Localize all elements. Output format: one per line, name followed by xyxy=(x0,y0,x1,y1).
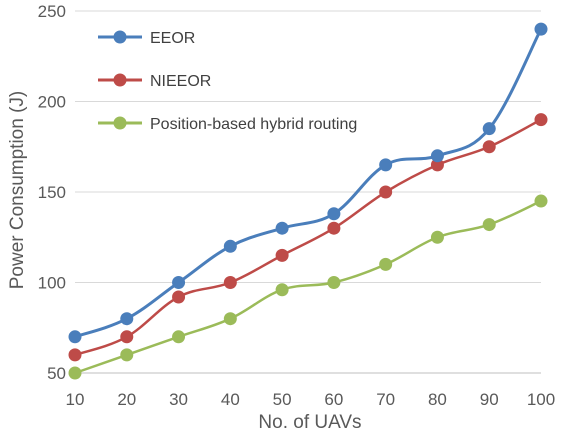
data-point-nieeor xyxy=(68,348,82,362)
legend-swatch-marker xyxy=(113,73,127,87)
series-line-nieeor xyxy=(73,118,543,357)
legend-swatch-marker xyxy=(113,116,127,130)
series-line-position-based-hybrid-routing xyxy=(73,199,543,375)
data-point-position-based-hybrid-routing xyxy=(482,218,496,232)
data-point-nieeor xyxy=(223,276,237,289)
x-tick-label: 80 xyxy=(428,390,447,409)
series-line-eeor xyxy=(73,27,543,339)
data-point-eeor xyxy=(68,330,82,344)
y-axis-title: Power Consumption (J) xyxy=(7,91,28,290)
legend-swatch-marker xyxy=(113,30,127,44)
legend: EEOR NIEEOR Position-based hybrid routing xyxy=(98,30,357,133)
x-tick-label: 50 xyxy=(273,390,292,409)
data-point-nieeor xyxy=(275,248,289,262)
x-tick-labels: 10 20 30 40 50 60 70 80 90 100 xyxy=(66,390,556,409)
legend-label: EEOR xyxy=(150,30,195,47)
data-point-eeor xyxy=(172,276,186,289)
x-tick-label: 30 xyxy=(169,390,188,409)
data-point-eeor xyxy=(223,239,237,253)
data-point-nieeor xyxy=(534,113,548,127)
data-point-eeor xyxy=(379,158,393,172)
x-tick-label: 100 xyxy=(527,390,555,409)
y-tick-labels: 50 100 150 200 250 xyxy=(38,2,66,383)
y-tick-label: 200 xyxy=(38,93,66,112)
x-tick-label: 10 xyxy=(66,390,85,409)
data-point-nieeor xyxy=(327,221,341,235)
data-point-eeor xyxy=(534,22,548,36)
data-point-position-based-hybrid-routing xyxy=(120,348,134,362)
gridlines xyxy=(75,10,541,374)
legend-item-position-based-hybrid-routing: Position-based hybrid routing xyxy=(98,116,357,133)
x-tick-label: 20 xyxy=(117,390,136,409)
legend-item-eeor: EEOR xyxy=(98,30,195,47)
data-point-eeor xyxy=(327,207,341,221)
data-point-position-based-hybrid-routing xyxy=(68,366,82,380)
x-axis-title: No. of UAVs xyxy=(258,412,361,433)
data-point-position-based-hybrid-routing xyxy=(379,257,393,271)
data-point-nieeor xyxy=(172,290,186,304)
y-tick-label: 50 xyxy=(47,364,66,383)
legend-label: Position-based hybrid routing xyxy=(150,116,357,133)
data-point-position-based-hybrid-routing xyxy=(172,330,186,344)
x-tick-label: 40 xyxy=(221,390,240,409)
legend-item-nieeor: NIEEOR xyxy=(98,73,211,90)
y-tick-label: 250 xyxy=(38,2,66,21)
y-tick-label: 150 xyxy=(38,183,66,202)
series-nieeor xyxy=(68,113,548,362)
data-point-position-based-hybrid-routing xyxy=(534,194,548,208)
data-point-nieeor xyxy=(379,185,393,199)
data-point-eeor xyxy=(430,149,444,163)
legend-label: NIEEOR xyxy=(150,73,211,90)
data-point-nieeor xyxy=(120,330,134,344)
data-point-position-based-hybrid-routing xyxy=(430,230,444,244)
data-point-position-based-hybrid-routing xyxy=(275,283,289,297)
x-tick-label: 90 xyxy=(480,390,499,409)
data-point-position-based-hybrid-routing xyxy=(327,276,341,289)
y-tick-label: 100 xyxy=(38,274,66,293)
data-point-nieeor xyxy=(430,158,444,172)
data-point-eeor xyxy=(120,312,134,326)
data-point-position-based-hybrid-routing xyxy=(223,312,237,326)
data-point-eeor xyxy=(482,122,496,136)
data-point-eeor xyxy=(275,221,289,235)
series-position-based-hybrid-routing xyxy=(68,194,548,380)
series-lines xyxy=(68,22,548,380)
series-eeor xyxy=(68,22,548,344)
x-tick-label: 60 xyxy=(324,390,343,409)
x-tick-label: 70 xyxy=(376,390,395,409)
data-point-nieeor xyxy=(482,140,496,154)
